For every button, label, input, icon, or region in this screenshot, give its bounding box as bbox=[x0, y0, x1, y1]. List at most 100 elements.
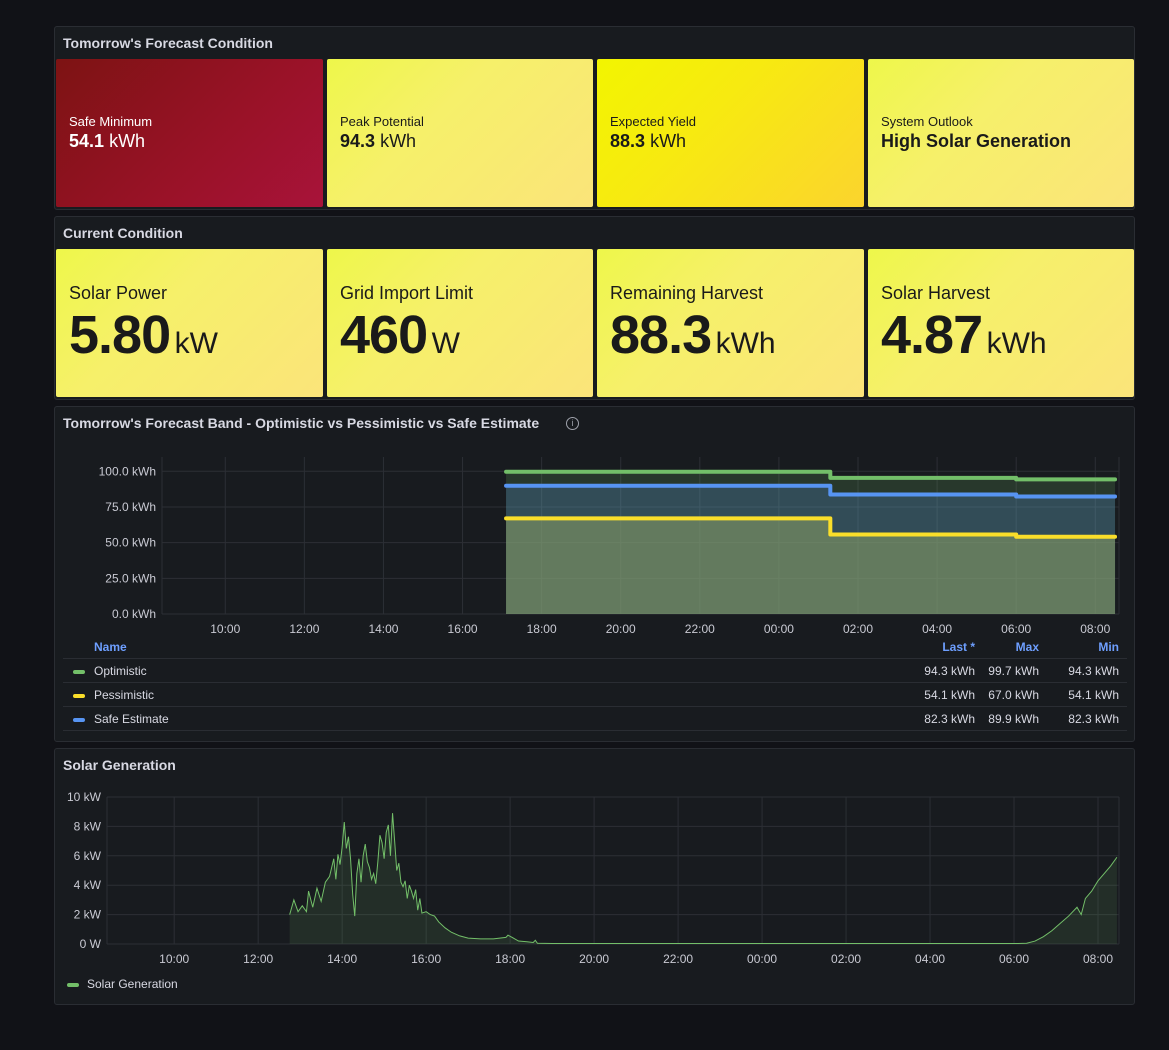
x-tick-label: 22:00 bbox=[685, 622, 715, 636]
legend-min: 82.3 kWh bbox=[1068, 712, 1119, 726]
info-icon[interactable]: i bbox=[566, 417, 579, 430]
legend-max: 67.0 kWh bbox=[988, 688, 1039, 702]
x-tick-label: 16:00 bbox=[448, 622, 478, 636]
peak-potential-stat[interactable]: Peak Potential 94.3 kWh bbox=[327, 59, 593, 207]
stat-value: 54.1 kWh bbox=[69, 131, 146, 151]
legend-min: 54.1 kWh bbox=[1068, 688, 1119, 702]
panel-title[interactable]: Tomorrow's Forecast Condition bbox=[63, 35, 273, 51]
x-tick-label: 08:00 bbox=[1083, 952, 1113, 966]
legend-header-max[interactable]: Max bbox=[1015, 640, 1039, 654]
x-tick-label: 04:00 bbox=[922, 622, 952, 636]
stat-value: 4.87 kWh bbox=[881, 305, 1047, 365]
legend-row-safe-estimate[interactable]: Safe Estimate 82.3 kWh 89.9 kWh 82.3 kWh bbox=[63, 707, 1127, 731]
x-tick-label: 06:00 bbox=[999, 952, 1029, 966]
series-line-pessimistic bbox=[504, 516, 1118, 539]
legend-swatch bbox=[73, 694, 85, 698]
forecast-condition-panel: Tomorrow's Forecast Condition Safe Minim… bbox=[54, 26, 1135, 210]
legend-max: 99.7 kWh bbox=[988, 664, 1039, 678]
solar-generation-legend[interactable]: Solar Generation bbox=[67, 977, 178, 991]
stat-value: 5.80 kW bbox=[69, 305, 218, 365]
y-tick-label: 100.0 kWh bbox=[99, 464, 156, 478]
x-tick-label: 08:00 bbox=[1080, 622, 1110, 636]
legend-name: Safe Estimate bbox=[94, 712, 169, 726]
x-tick-label: 22:00 bbox=[663, 952, 693, 966]
stat-value: High Solar Generation bbox=[881, 131, 1072, 151]
x-tick-label: 12:00 bbox=[289, 622, 319, 636]
solar-power-stat[interactable]: Solar Power 5.80 kW bbox=[56, 249, 323, 397]
y-tick-label: 0 W bbox=[80, 937, 102, 951]
panel-title[interactable]: Tomorrow's Forecast Band - Optimistic vs… bbox=[63, 415, 540, 431]
grid-import-limit-stat[interactable]: Grid Import Limit 460 W bbox=[327, 249, 593, 397]
legend-header-name[interactable]: Name bbox=[94, 640, 127, 654]
x-tick-label: 16:00 bbox=[411, 952, 441, 966]
legend-last: 94.3 kWh bbox=[924, 664, 975, 678]
series-area-pessimistic bbox=[506, 518, 1116, 614]
legend-swatch bbox=[73, 670, 85, 674]
series-area-solar-generation bbox=[289, 813, 1117, 944]
stat-label: Grid Import Limit bbox=[340, 283, 474, 303]
y-tick-label: 6 kW bbox=[74, 849, 102, 863]
y-tick-label: 0.0 kWh bbox=[112, 607, 156, 621]
series-line-optimistic bbox=[504, 469, 1118, 482]
panel-title[interactable]: Current Condition bbox=[63, 225, 183, 241]
x-tick-label: 10:00 bbox=[210, 622, 240, 636]
stat-label: Safe Minimum bbox=[69, 114, 153, 129]
legend-max: 89.9 kWh bbox=[988, 712, 1039, 726]
legend-swatch bbox=[67, 982, 79, 987]
legend-last: 54.1 kWh bbox=[924, 688, 975, 702]
stat-label: Remaining Harvest bbox=[610, 283, 764, 303]
x-tick-label: 18:00 bbox=[527, 622, 557, 636]
x-tick-label: 02:00 bbox=[831, 952, 861, 966]
legend-last: 82.3 kWh bbox=[924, 712, 975, 726]
solar-generation-panel: Solar Generation 0 W 2 kW 4 kW 6 kW 8 kW 10 k… bbox=[54, 748, 1135, 1005]
x-tick-label: 12:00 bbox=[243, 952, 273, 966]
y-tick-label: 75.0 kWh bbox=[105, 500, 156, 514]
x-tick-label: 04:00 bbox=[915, 952, 945, 966]
legend-swatch bbox=[73, 718, 85, 722]
legend-row-optimistic[interactable]: Optimistic 94.3 kWh 99.7 kWh 94.3 kWh bbox=[63, 659, 1127, 683]
x-tick-label: 06:00 bbox=[1001, 622, 1031, 636]
y-tick-label: 50.0 kWh bbox=[105, 536, 156, 550]
x-tick-label: 00:00 bbox=[747, 952, 777, 966]
legend-name: Solar Generation bbox=[87, 977, 178, 991]
stat-value: 88.3 kWh bbox=[610, 305, 776, 365]
stat-label: Expected Yield bbox=[610, 114, 697, 129]
y-tick-label: 25.0 kWh bbox=[105, 571, 156, 585]
series-line-solar-generation bbox=[289, 813, 1118, 945]
safe-minimum-stat[interactable]: Safe Minimum 54.1 kWh bbox=[56, 59, 323, 207]
x-tick-label: 20:00 bbox=[606, 622, 636, 636]
x-tick-label: 00:00 bbox=[764, 622, 794, 636]
stat-label: Solar Power bbox=[69, 283, 168, 303]
y-tick-label: 4 kW bbox=[74, 878, 102, 892]
remaining-harvest-stat[interactable]: Remaining Harvest 88.3 kWh bbox=[597, 249, 864, 397]
x-tick-label: 14:00 bbox=[327, 952, 357, 966]
y-tick-label: 10 kW bbox=[67, 790, 102, 804]
legend-header-min[interactable]: Min bbox=[1098, 640, 1119, 654]
solar-generation-chart[interactable]: 0 W 2 kW 4 kW 6 kW 8 kW 10 kW 10:00 12:00 14:00 1… bbox=[55, 749, 1134, 974]
x-tick-label: 02:00 bbox=[843, 622, 873, 636]
forecast-band-panel: Tomorrow's Forecast Band - Optimistic vs… bbox=[54, 406, 1135, 742]
current-condition-panel: Current Condition Solar Power 5.80 kW Gr… bbox=[54, 216, 1135, 400]
stat-value: 94.3 kWh bbox=[340, 131, 417, 151]
expected-yield-stat[interactable]: Expected Yield 88.3 kWh bbox=[597, 59, 864, 207]
system-outlook-stat[interactable]: System Outlook High Solar Generation bbox=[868, 59, 1134, 207]
legend-header-last[interactable]: Last * bbox=[942, 640, 975, 654]
x-tick-label: 10:00 bbox=[159, 952, 189, 966]
legend-row-pessimistic[interactable]: Pessimistic 54.1 kWh 67.0 kWh 54.1 kWh bbox=[63, 683, 1127, 707]
stat-label: Peak Potential bbox=[340, 114, 424, 129]
x-tick-label: 18:00 bbox=[495, 952, 525, 966]
series-line-safe-estimate bbox=[504, 483, 1118, 499]
stat-label: Solar Harvest bbox=[881, 283, 991, 303]
y-tick-label: 8 kW bbox=[74, 819, 102, 833]
y-tick-label: 2 kW bbox=[74, 908, 102, 922]
legend-name: Pessimistic bbox=[94, 688, 155, 702]
legend-name: Optimistic bbox=[94, 664, 147, 678]
solar-harvest-stat[interactable]: Solar Harvest 4.87 kWh bbox=[868, 249, 1134, 397]
panel-title[interactable]: Solar Generation bbox=[63, 757, 176, 773]
legend-header-row: Name Last * Max Min bbox=[63, 635, 1127, 659]
stat-value: 460 W bbox=[340, 305, 460, 365]
x-tick-label: 14:00 bbox=[368, 622, 398, 636]
stat-value: 88.3 kWh bbox=[610, 131, 687, 151]
x-tick-label: 20:00 bbox=[579, 952, 609, 966]
forecast-band-chart[interactable]: 0.0 kWh 25.0 kWh 50.0 kWh 75.0 kWh 100.0 kWh… bbox=[55, 407, 1134, 637]
